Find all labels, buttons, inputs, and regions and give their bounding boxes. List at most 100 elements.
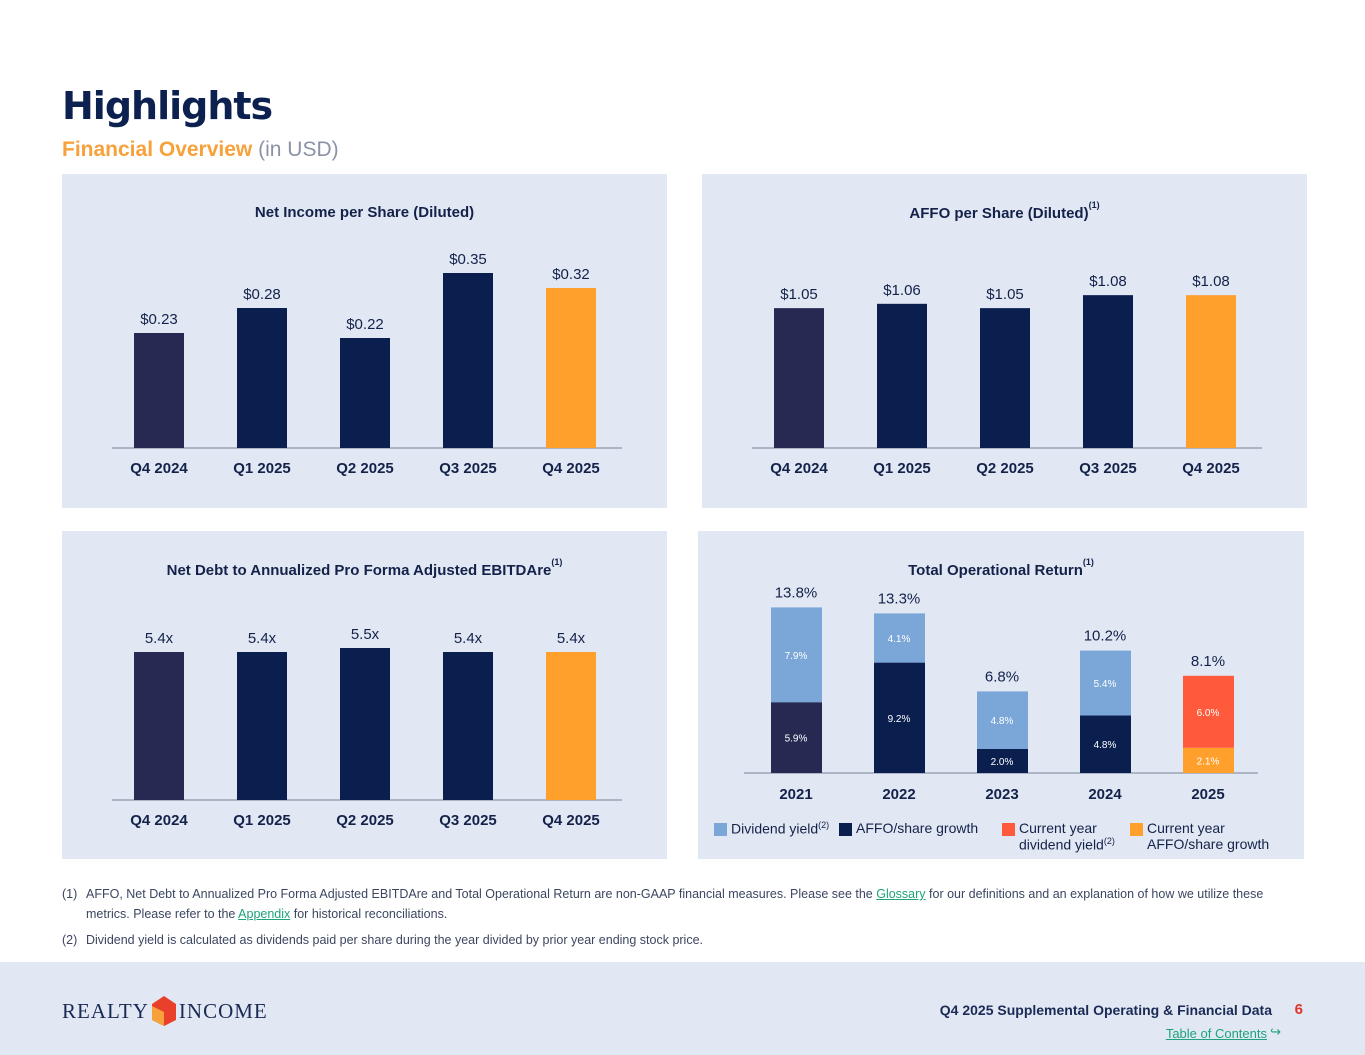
bar-q2-2025 bbox=[340, 338, 390, 448]
total-return-plot: 5.9% 7.9% 13.8% 2021 9.2% 4.1% 13.3% 2022 2.0% 4.… bbox=[744, 584, 1258, 803]
data-label: $1.05 bbox=[780, 286, 818, 303]
x-tick-label: Q4 2024 bbox=[770, 460, 828, 477]
legend-dividend-yield: Dividend yield(2) bbox=[714, 820, 829, 837]
bar-affo-growth-2022 bbox=[874, 662, 925, 773]
footnote-1: (1) AFFO, Net Debt to Annualized Pro Form… bbox=[62, 887, 1264, 921]
total-label: 13.8% bbox=[775, 584, 818, 601]
page-number: 6 bbox=[1294, 1001, 1303, 1018]
data-label: $1.08 bbox=[1192, 273, 1230, 290]
x-tick-label: Q1 2025 bbox=[233, 460, 291, 477]
x-tick-label: Q3 2025 bbox=[1079, 460, 1137, 477]
net-income-plot: $0.23 Q4 2024 $0.28 Q1 2025 $0.22 Q2 2025 $0.3… bbox=[112, 251, 622, 477]
data-label: 5.4x bbox=[248, 630, 277, 647]
x-tick-label: Q2 2025 bbox=[976, 460, 1034, 477]
affo-plot: $1.05 Q4 2024 $1.06 Q1 2025 $1.05 Q2 2025 $1.0… bbox=[752, 273, 1262, 477]
segment-label: 7.9% bbox=[785, 651, 808, 662]
bar-q1-2025 bbox=[237, 308, 287, 448]
bar-q4-2025 bbox=[546, 652, 596, 800]
bar-q4-2024 bbox=[134, 652, 184, 800]
x-tick-label: Q1 2025 bbox=[873, 460, 931, 477]
bar-q4-2024 bbox=[774, 308, 824, 448]
bar-dividend-yield-2021 bbox=[771, 607, 822, 703]
data-label: $0.28 bbox=[243, 286, 281, 303]
x-tick-label: Q3 2025 bbox=[439, 460, 497, 477]
bar-q4-2024 bbox=[134, 333, 184, 448]
bar-q2-2025 bbox=[980, 308, 1030, 448]
data-label: 5.5x bbox=[351, 626, 380, 643]
footer: REALTY INCOME Q4 2025 Supplemental Opera… bbox=[0, 962, 1365, 1055]
arrow-return-icon: ↪ bbox=[1270, 1024, 1281, 1039]
data-label: $0.32 bbox=[552, 266, 590, 283]
logo-mark-icon bbox=[151, 996, 176, 1026]
bar-q1-2025 bbox=[237, 652, 287, 800]
chart-title: Net Debt to Annualized Pro Forma Adjuste… bbox=[166, 557, 563, 579]
net-income-chart: Net Income per Share (Diluted) $0.23 Q4 2… bbox=[62, 174, 667, 508]
bar-q4-2025 bbox=[1186, 295, 1236, 448]
total-label: 8.1% bbox=[1191, 653, 1225, 670]
appendix-link[interactable]: Appendix bbox=[238, 907, 291, 921]
x-tick-label: Q3 2025 bbox=[439, 812, 497, 829]
x-tick-label: Q4 2025 bbox=[1182, 460, 1240, 477]
segment-label: 2.1% bbox=[1197, 756, 1220, 767]
footnotes: (1) AFFO, Net Debt to Annualized Pro Form… bbox=[62, 884, 1292, 956]
x-tick-label: Q4 2025 bbox=[542, 812, 600, 829]
bar-q3-2025 bbox=[1083, 295, 1133, 448]
x-tick-label: Q2 2025 bbox=[336, 812, 394, 829]
total-label: 6.8% bbox=[985, 668, 1019, 685]
document-title: Q4 2025 Supplemental Operating & Financi… bbox=[939, 1002, 1272, 1018]
subtitle-note: (in USD) bbox=[258, 138, 339, 161]
bar-affo-growth-2023 bbox=[977, 749, 1028, 773]
page-subtitle: Financial Overview (in USD) bbox=[62, 138, 339, 162]
total-label: 13.3% bbox=[878, 590, 921, 607]
bar-affo-growth-2021 bbox=[771, 702, 822, 773]
x-tick-label: 2025 bbox=[1191, 786, 1224, 803]
bar-q1-2025 bbox=[877, 303, 927, 448]
data-label: $1.08 bbox=[1089, 273, 1127, 290]
bar-q3-2025 bbox=[443, 652, 493, 800]
x-tick-label: 2022 bbox=[882, 786, 915, 803]
bar-affo-growth-2024 bbox=[1080, 715, 1131, 773]
segment-label: 4.8% bbox=[991, 716, 1014, 727]
net-debt-plot: 5.4x Q4 2024 5.4x Q1 2025 5.5x Q2 2025 5.4x Q3 … bbox=[112, 626, 622, 829]
bar-q3-2025 bbox=[443, 273, 493, 448]
bar-dividend-yield-2025 bbox=[1183, 675, 1234, 748]
total-return-chart: Total Operational Return(1) 5.9% 7.9% 13.8… bbox=[698, 531, 1304, 859]
data-label: 5.4x bbox=[557, 630, 586, 647]
glossary-link[interactable]: Glossary bbox=[876, 887, 926, 901]
bar-dividend-yield-2024 bbox=[1080, 650, 1131, 716]
segment-label: 5.4% bbox=[1094, 679, 1117, 690]
subtitle-text: Financial Overview bbox=[62, 138, 253, 161]
net-debt-chart: Net Debt to Annualized Pro Forma Adjuste… bbox=[62, 531, 667, 859]
segment-label: 6.0% bbox=[1197, 708, 1220, 719]
table-of-contents-link[interactable]: Table of Contents bbox=[1165, 1026, 1267, 1041]
x-tick-label: Q1 2025 bbox=[233, 812, 291, 829]
chart-title: Total Operational Return(1) bbox=[908, 557, 1094, 579]
bar-q2-2025 bbox=[340, 648, 390, 800]
segment-label: 4.1% bbox=[888, 634, 911, 645]
x-tick-label: Q4 2024 bbox=[130, 460, 188, 477]
x-tick-label: 2023 bbox=[985, 786, 1018, 803]
x-tick-label: Q4 2024 bbox=[130, 812, 188, 829]
x-tick-label: Q2 2025 bbox=[336, 460, 394, 477]
data-label: 5.4x bbox=[145, 630, 174, 647]
chart-title: Net Income per Share (Diluted) bbox=[254, 204, 475, 221]
x-tick-label: Q4 2025 bbox=[542, 460, 600, 477]
segment-label: 5.9% bbox=[785, 734, 808, 745]
data-label: $0.22 bbox=[346, 316, 384, 333]
data-label: 5.4x bbox=[454, 630, 483, 647]
x-tick-label: 2021 bbox=[779, 786, 812, 803]
bar-dividend-yield-2022 bbox=[874, 613, 925, 663]
data-label: $1.05 bbox=[986, 286, 1024, 303]
legend-current-dividend: Current year dividend yield(2) bbox=[1002, 820, 1120, 853]
legend-current-affo: Current year AFFO/share growth bbox=[1130, 820, 1290, 852]
bar-affo-growth-2025 bbox=[1183, 747, 1234, 773]
bar-q4-2025 bbox=[546, 288, 596, 448]
footnote-2: (2) Dividend yield is calculated as divid… bbox=[62, 933, 704, 947]
segment-label: 2.0% bbox=[991, 757, 1014, 768]
chart-title: AFFO per Share (Diluted)(1) bbox=[909, 200, 1100, 222]
data-label: $1.06 bbox=[883, 282, 921, 299]
bar-dividend-yield-2023 bbox=[977, 691, 1028, 749]
x-tick-label: 2024 bbox=[1088, 786, 1122, 803]
data-label: $0.23 bbox=[140, 311, 178, 328]
data-label: $0.35 bbox=[449, 251, 487, 268]
